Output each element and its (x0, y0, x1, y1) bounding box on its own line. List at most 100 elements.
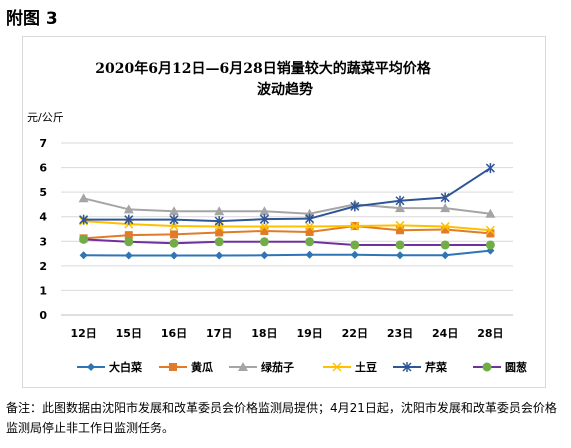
data-point (79, 234, 89, 244)
data-point (79, 214, 89, 225)
data-point (124, 251, 133, 260)
chart-container: 2020年6月12日—6月28日销量较大的蔬菜平均价格 波动趋势 元/公斤 0 1… (22, 36, 546, 388)
data-point (332, 362, 342, 372)
data-point (79, 251, 88, 260)
data-point-stroke (350, 221, 360, 231)
data-point (305, 227, 314, 236)
x-tick-label: 23日 (387, 327, 413, 340)
data-point (124, 214, 134, 225)
data-point (402, 362, 412, 372)
data-point (169, 214, 179, 225)
data-point (124, 237, 134, 247)
x-tick-label: 18日 (251, 327, 277, 340)
legend-item: 土豆 (323, 360, 377, 374)
data-point (396, 226, 404, 235)
data-point (396, 251, 404, 260)
series-line (83, 167, 491, 223)
series-line (83, 197, 491, 215)
data-point (259, 206, 270, 216)
data-point (395, 203, 405, 213)
data-point-stroke (332, 362, 342, 372)
y-tick-label: 3 (39, 235, 47, 248)
x-tick-label: 19日 (296, 327, 322, 340)
data-point (259, 222, 269, 232)
series-line (83, 249, 491, 257)
data-point (169, 206, 179, 216)
data-point (485, 163, 495, 174)
series-line (83, 238, 491, 246)
y-tick-label: 7 (39, 137, 47, 150)
data-point (440, 222, 450, 232)
data-point (485, 240, 495, 250)
data-point (482, 362, 492, 372)
x-tick-label: 28日 (477, 327, 503, 340)
data-point (170, 251, 178, 260)
data-point (260, 251, 269, 260)
data-point (169, 363, 177, 371)
data-point-stroke (305, 222, 315, 232)
data-point (441, 251, 450, 260)
legend-label: 黄瓜 (191, 360, 213, 374)
data-point (305, 237, 315, 247)
series-大白菜 (79, 246, 495, 260)
data-point (350, 201, 360, 212)
chart-title-line2: 波动趋势 (257, 81, 313, 98)
chart-title-line1: 2020年6月12日—6月28日销量较大的蔬菜平均价格 (95, 60, 431, 77)
data-point (395, 195, 405, 206)
data-point (259, 214, 269, 225)
data-point-stroke (259, 222, 269, 232)
data-point (214, 216, 224, 227)
y-tick-label: 0 (39, 309, 47, 322)
series-芹菜 (79, 163, 495, 227)
data-point (170, 230, 178, 239)
data-point (305, 213, 315, 224)
data-point (305, 222, 315, 232)
y-tick-label: 1 (39, 284, 47, 297)
data-point (305, 250, 314, 259)
data-point (78, 193, 89, 203)
legend-label: 芹菜 (425, 360, 448, 374)
legend-item: 圆葱 (473, 360, 527, 374)
data-point (214, 206, 225, 216)
legend-label: 土豆 (355, 360, 377, 374)
series-圆葱 (79, 234, 495, 250)
data-point (214, 237, 224, 247)
footnote: 备注：此图数据由沈阳市发展和改革委员会价格监测局提供；4月21日起，沈阳市发展和… (6, 401, 557, 435)
data-point (395, 240, 405, 250)
data-point (169, 238, 179, 248)
data-point (238, 362, 248, 371)
data-point (260, 226, 269, 235)
data-point-stroke (440, 222, 450, 232)
legend-item: 黄瓜 (159, 360, 213, 374)
x-tick-label: 12日 (70, 327, 96, 340)
figure-label: 附图 3 (6, 9, 58, 29)
y-tick-label: 2 (39, 260, 47, 273)
data-point (124, 231, 133, 240)
data-point (441, 225, 450, 234)
legend-label: 大白菜 (109, 360, 143, 374)
data-point-stroke (395, 220, 405, 230)
x-tick-label: 15日 (116, 327, 142, 340)
series-绿茄子 (78, 193, 496, 218)
series-line (83, 220, 491, 232)
y-tick-label: 5 (39, 186, 47, 199)
data-point (350, 221, 360, 231)
data-point (440, 203, 451, 213)
data-point (485, 208, 496, 218)
data-point (486, 229, 495, 238)
data-point (259, 237, 269, 247)
data-point (87, 363, 95, 371)
data-point (395, 220, 405, 230)
data-point (215, 228, 224, 237)
legend-item: 芹菜 (393, 360, 448, 374)
x-tick-label: 16日 (161, 327, 187, 340)
data-point (485, 225, 495, 235)
y-tick-label: 6 (39, 162, 47, 175)
data-point (215, 251, 224, 260)
x-tick-label: 17日 (206, 327, 232, 340)
line-chart: 2020年6月12日—6月28日销量较大的蔬菜平均价格 波动趋势 元/公斤 0 1… (27, 60, 527, 374)
legend-label: 圆葱 (505, 360, 527, 374)
data-point (350, 240, 360, 250)
series-line (83, 225, 491, 240)
data-point (123, 204, 134, 214)
